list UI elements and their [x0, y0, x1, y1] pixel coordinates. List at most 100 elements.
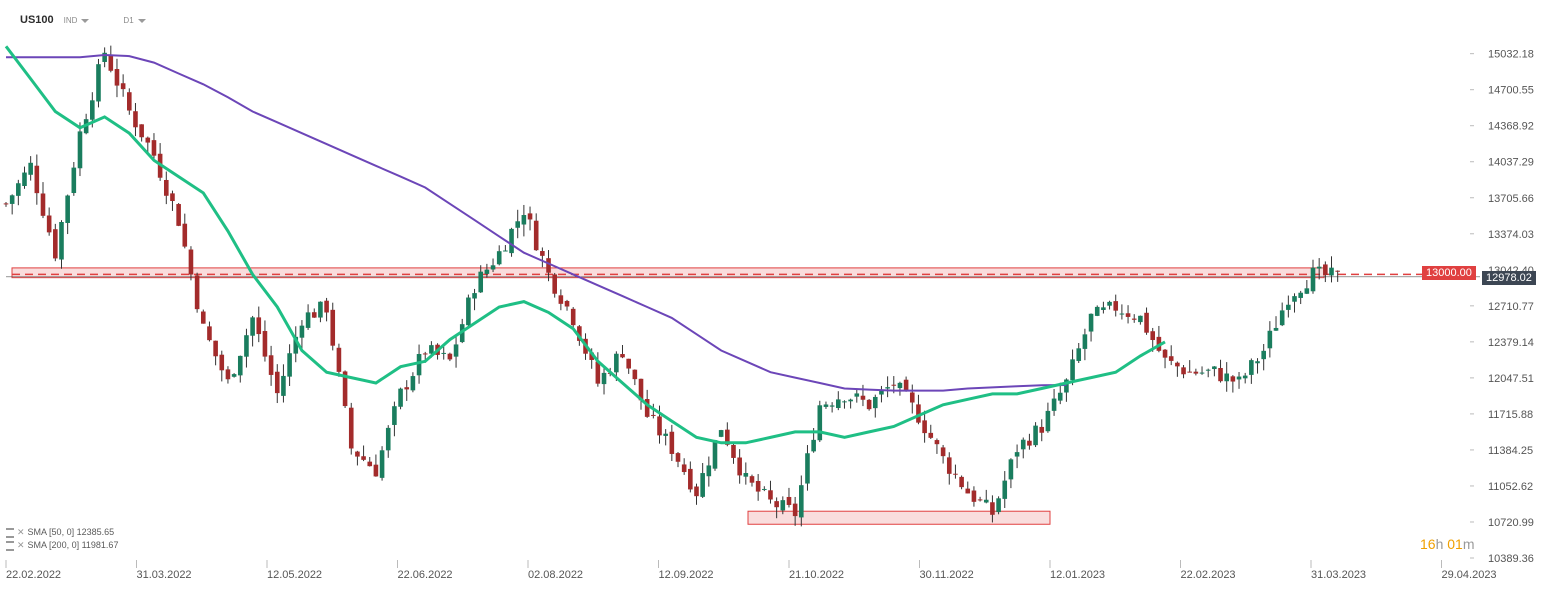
candle-body	[762, 488, 767, 490]
timer-minutes-unit: m	[1462, 536, 1475, 552]
candle-body	[441, 352, 447, 354]
candle-body	[509, 228, 514, 254]
candle-body	[589, 352, 594, 360]
menu-icon[interactable]	[6, 527, 14, 538]
candle-body	[77, 131, 83, 169]
candle-body	[595, 361, 601, 384]
candle-body	[1039, 426, 1045, 433]
candle-body	[786, 496, 792, 505]
candle-body	[829, 405, 835, 407]
candle-body	[891, 384, 897, 386]
candle-body	[379, 450, 385, 478]
candle-body	[1193, 371, 1199, 374]
candle-body	[293, 336, 299, 354]
y-tick-label: 15032.18	[1488, 49, 1534, 61]
candle-body	[1224, 373, 1229, 382]
close-icon[interactable]: ✕	[17, 540, 25, 550]
candle-body	[176, 204, 181, 226]
candle-body	[712, 440, 718, 469]
candle-body	[453, 344, 459, 357]
candle-body	[336, 347, 342, 372]
candle-body	[34, 165, 40, 194]
candle-body	[170, 193, 175, 202]
candle-body	[983, 499, 989, 503]
candle-body	[348, 407, 354, 449]
candle-body	[194, 275, 200, 310]
candle-body	[422, 353, 428, 355]
candle-body	[96, 64, 101, 102]
candle-body	[237, 355, 243, 376]
candle-body	[1125, 313, 1131, 317]
candle-body	[1255, 361, 1260, 364]
legend-sma200[interactable]: ✕ SMA [200, 0] 11981.67	[6, 539, 118, 552]
candle-body	[842, 401, 847, 403]
candle-body	[1335, 270, 1340, 272]
candle-body	[792, 503, 798, 517]
sma200-line	[6, 53, 1067, 392]
menu-icon[interactable]	[6, 540, 14, 551]
candle-body	[416, 354, 422, 376]
candle-body	[490, 265, 496, 270]
candle-body	[1014, 452, 1020, 457]
candle-body	[1199, 372, 1205, 374]
candle-body	[466, 297, 471, 326]
candle-body	[1057, 392, 1063, 401]
candle-timer: 16h 01m	[1420, 536, 1475, 552]
candle-body	[342, 371, 348, 407]
instrument-type[interactable]: IND	[64, 16, 90, 25]
candle-body	[638, 378, 644, 401]
candle-body	[1162, 349, 1168, 358]
candle-body	[182, 223, 188, 247]
timeframe-selector[interactable]: D1	[123, 16, 146, 25]
candle-body	[540, 251, 545, 256]
symbol-name[interactable]: US100	[20, 14, 54, 26]
candle-body	[614, 353, 619, 373]
candle-body	[681, 464, 687, 473]
candle-body	[16, 183, 21, 196]
candle-body	[250, 317, 255, 336]
candle-body	[207, 326, 212, 341]
candle-body	[496, 251, 502, 265]
candle-body	[120, 83, 126, 90]
candle-body	[700, 473, 705, 497]
y-tick-label: 12047.51	[1488, 373, 1534, 385]
candle-body	[694, 486, 699, 497]
candle-body	[774, 501, 779, 508]
sma200-label: SMA [200, 0] 11981.67	[27, 540, 119, 550]
candle-body	[990, 502, 995, 515]
indicator-legend: ✕ SMA [50, 0] 12385.65 ✕ SMA [200, 0] 11…	[6, 526, 118, 552]
candle-body	[1070, 359, 1075, 381]
candle-body	[231, 374, 237, 377]
candle-body	[305, 312, 311, 328]
candle-body	[71, 167, 77, 194]
candle-body	[1008, 459, 1014, 480]
candle-body	[953, 473, 958, 475]
candle-body	[46, 215, 52, 233]
legend-sma50[interactable]: ✕ SMA [50, 0] 12385.65	[6, 526, 118, 539]
candle-body	[675, 453, 681, 462]
candle-body	[872, 396, 878, 409]
candle-body	[1168, 356, 1174, 361]
candle-body	[1076, 348, 1082, 361]
candle-body	[478, 271, 484, 293]
candle-body	[1020, 439, 1026, 450]
candle-body	[484, 269, 490, 274]
candle-body	[361, 456, 366, 460]
candle-body	[558, 295, 564, 304]
candle-body	[897, 382, 903, 389]
candle-body	[564, 300, 570, 307]
level-price-badge: 13000.00	[1422, 266, 1476, 281]
candle-body	[1298, 292, 1303, 298]
x-tick-label: 21.10.2022	[789, 569, 844, 581]
candle-body	[3, 203, 9, 205]
candle-body	[934, 440, 940, 445]
candle-body	[59, 221, 64, 260]
candle-body	[805, 453, 810, 484]
candle-body	[848, 399, 853, 402]
y-tick-label: 13374.03	[1488, 229, 1534, 241]
candle-body	[521, 215, 527, 225]
close-icon[interactable]: ✕	[17, 527, 25, 537]
candle-body	[318, 301, 323, 318]
candle-body	[1101, 307, 1106, 310]
